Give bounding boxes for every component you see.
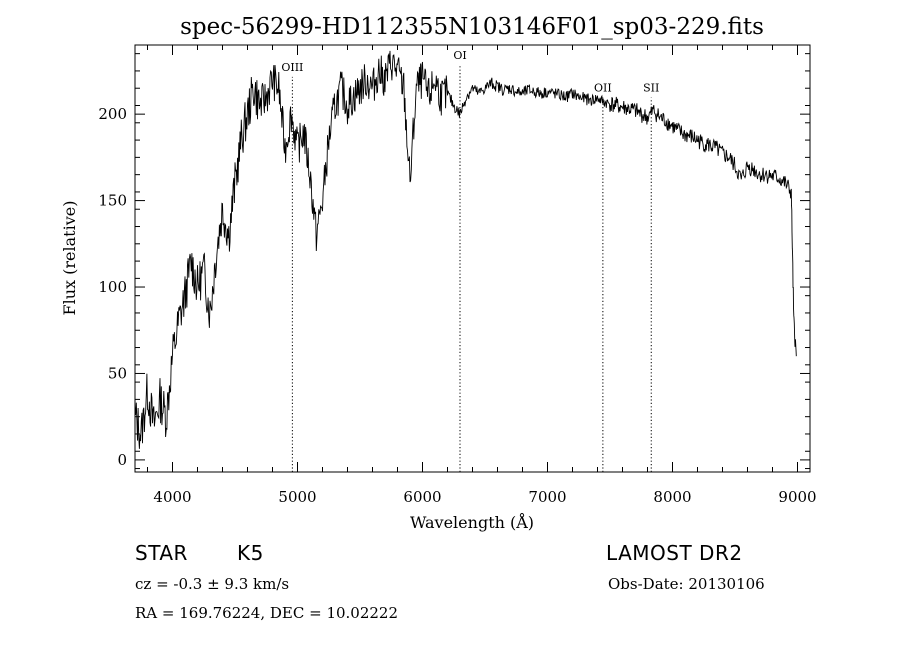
x-tick-label: 5000 xyxy=(278,488,316,506)
x-tick-label: 9000 xyxy=(778,488,816,506)
y-tick-label: 0 xyxy=(117,451,127,469)
line-annotation-label: SII xyxy=(643,82,659,95)
y-tick-label: 200 xyxy=(98,105,127,123)
y-tick-label: 150 xyxy=(98,192,127,210)
x-tick-label: 4000 xyxy=(153,488,191,506)
x-tick-label: 6000 xyxy=(403,488,441,506)
x-tick-label: 8000 xyxy=(653,488,691,506)
coordinates: RA = 169.76224, DEC = 10.02222 xyxy=(135,604,399,622)
axes: 4000 5000 6000 7000 8000 9000 0 50 100 150 200 xyxy=(98,44,817,506)
line-annotation-label: OIII xyxy=(281,61,303,74)
line-annotation-label: OI xyxy=(453,49,466,62)
object-class: STAR xyxy=(135,541,188,565)
line-annotation-label: OII xyxy=(594,82,612,95)
spectrum-line xyxy=(134,50,797,449)
redshift-cz: cz = -0.3 ± 9.3 km/s xyxy=(135,575,290,593)
x-tick-label: 7000 xyxy=(528,488,566,506)
y-axis-label: Flux (relative) xyxy=(60,201,79,316)
chart-title: spec-56299-HD112355N103146F01_sp03-229.f… xyxy=(180,14,764,40)
obs-date: Obs-Date: 20130106 xyxy=(608,575,765,593)
y-tick-label: 100 xyxy=(98,278,127,296)
plot-frame xyxy=(134,44,811,473)
survey-name: LAMOST DR2 xyxy=(606,541,743,565)
plot-area xyxy=(134,50,797,449)
x-axis-label: Wavelength (Å) xyxy=(410,512,534,532)
line-markers xyxy=(291,64,652,472)
spectrum-chart: spec-56299-HD112355N103146F01_sp03-229.f… xyxy=(60,14,817,532)
y-tick-label: 50 xyxy=(108,364,127,382)
object-subclass: K5 xyxy=(237,541,264,565)
line-annotations: OIII OI OII SII xyxy=(281,49,659,95)
